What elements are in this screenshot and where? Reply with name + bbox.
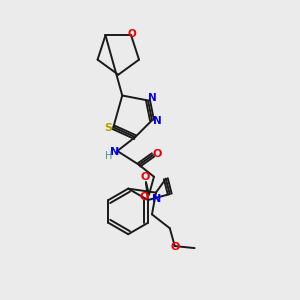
Text: O: O bbox=[140, 172, 150, 182]
Text: O: O bbox=[170, 242, 179, 252]
Text: O: O bbox=[152, 149, 162, 159]
Text: O: O bbox=[128, 29, 136, 39]
Text: O: O bbox=[140, 192, 149, 202]
Text: N: N bbox=[110, 147, 119, 157]
Text: N: N bbox=[148, 94, 156, 103]
Text: N: N bbox=[153, 116, 161, 126]
Text: N: N bbox=[152, 194, 162, 203]
Text: H: H bbox=[105, 151, 112, 161]
Text: S: S bbox=[104, 123, 112, 133]
